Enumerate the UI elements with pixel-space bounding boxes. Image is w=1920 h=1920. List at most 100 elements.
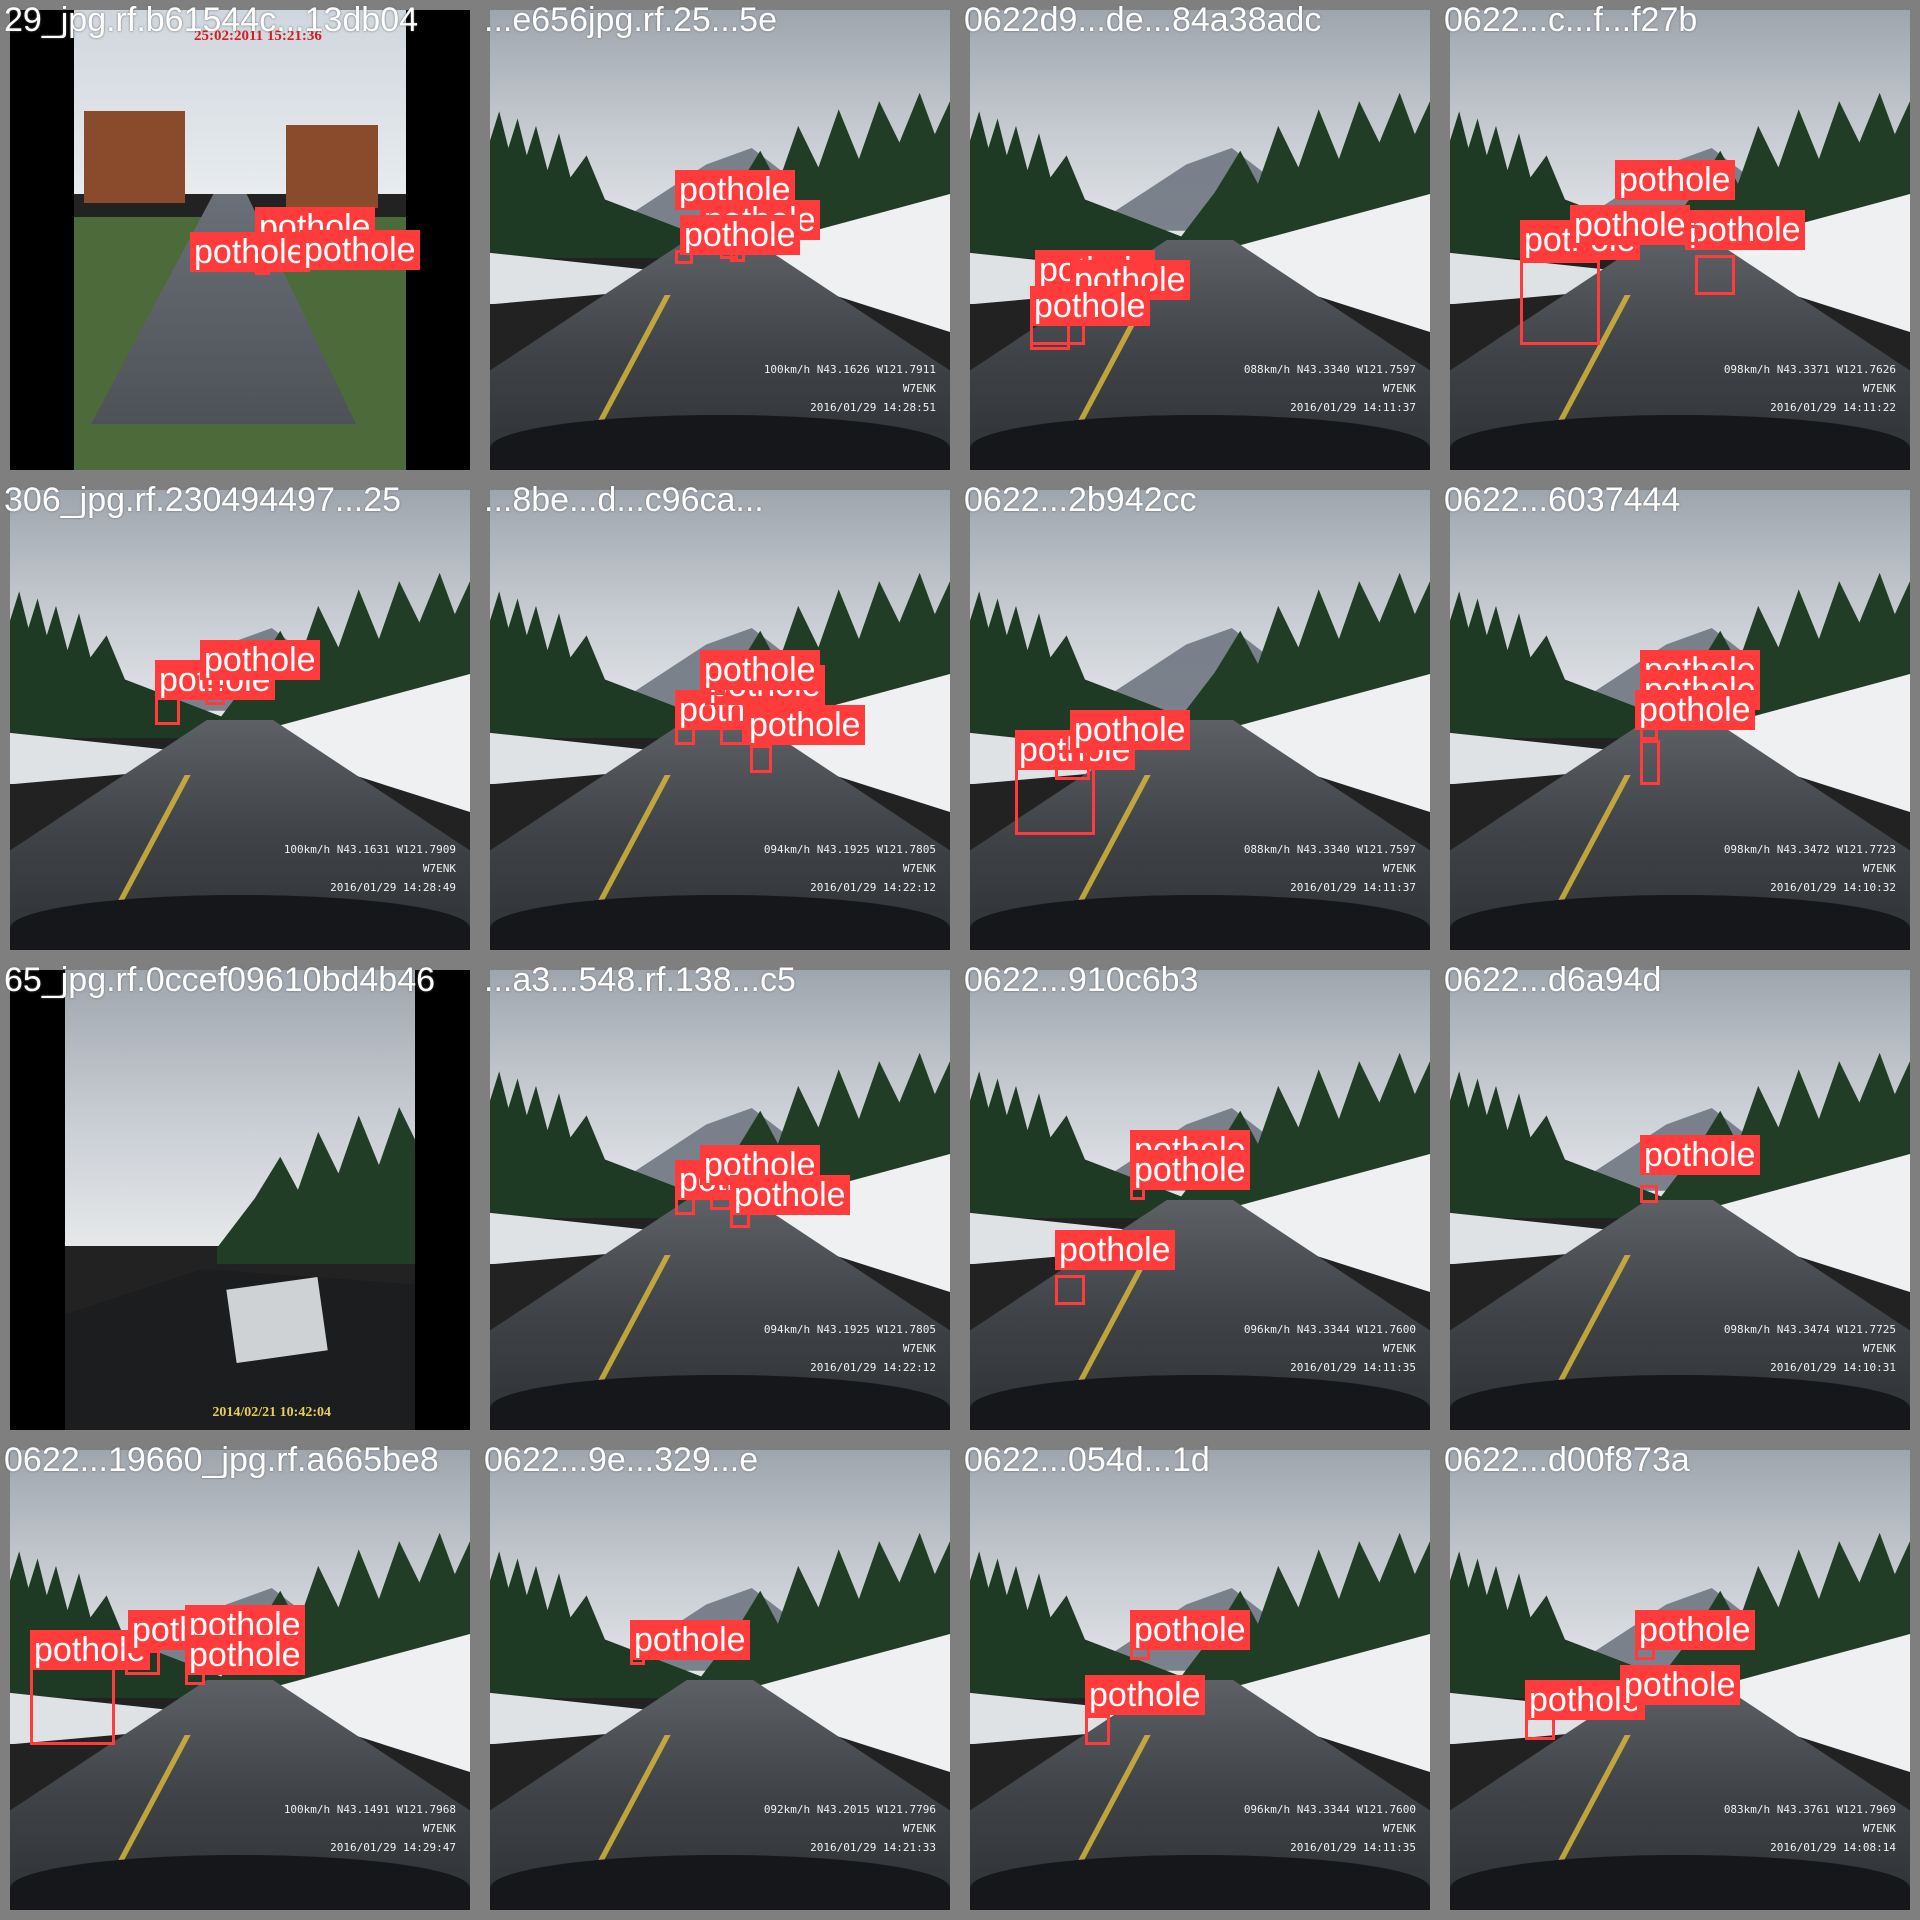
overlay-line: 2016/01/29 14:08:14 bbox=[1770, 1840, 1896, 1854]
overlay-line: W7ENK bbox=[1382, 861, 1416, 875]
overlay-line: 098km/h N43.3474 W121.7725 bbox=[1723, 1322, 1896, 1336]
overlay-line: W7ENK bbox=[1382, 1341, 1416, 1355]
dashcam-photo: 100km/h N43.1626 W121.7911 W7ENK 2016/01/2… bbox=[490, 10, 950, 470]
overlay-line: W7ENK bbox=[1862, 1821, 1896, 1835]
filename-label: 0622d9...de...84a38adc bbox=[964, 1, 1322, 39]
dashcam-photo: 094km/h N43.1925 W121.7805 W7ENK 2016/01/2… bbox=[490, 490, 950, 950]
filename-label: 0622...910c6b3 bbox=[964, 961, 1199, 999]
dashcam-overlay: 088km/h N43.3340 W121.7597 W7ENK 2016/01/2… bbox=[1244, 840, 1416, 897]
overlay-line: 2016/01/29 14:11:37 bbox=[1290, 880, 1416, 894]
dashcam-overlay: 100km/h N43.1491 W121.7968 W7ENK 2016/01/2… bbox=[284, 1800, 456, 1857]
dashcam-overlay: 094km/h N43.1925 W121.7805 W7ENK 2016/01/2… bbox=[764, 1320, 936, 1377]
detection-label: pothole bbox=[1130, 1150, 1250, 1190]
filename-label: 0622...d6a94d bbox=[1444, 961, 1662, 999]
overlay-line: W7ENK bbox=[902, 381, 936, 395]
detection-label: pothole bbox=[185, 1635, 305, 1675]
detection-label: pothole bbox=[630, 1620, 750, 1660]
detection-box bbox=[125, 1650, 160, 1675]
dashcam-photo: 083km/h N43.3761 W121.7969 W7ENK 2016/01/2… bbox=[1450, 1450, 1910, 1910]
dashcam-overlay: 098km/h N43.3474 W121.7725 W7ENK 2016/01/2… bbox=[1724, 1320, 1896, 1377]
overlay-line: 2016/01/29 14:11:22 bbox=[1770, 400, 1896, 414]
detection-label: pothole bbox=[1635, 1610, 1755, 1650]
overlay-line: 100km/h N43.1626 W121.7911 bbox=[763, 362, 936, 376]
detection-box bbox=[710, 1190, 732, 1210]
overlay-line: 2016/01/29 14:11:37 bbox=[1290, 400, 1416, 414]
image-tile: 094km/h N43.1925 W121.7805 W7ENK 2016/01/2… bbox=[480, 960, 960, 1440]
dashcam-photo: 100km/h N43.1491 W121.7968 W7ENK 2016/01/2… bbox=[10, 1450, 470, 1910]
dashcam-overlay: 092km/h N43.2015 W121.7796 W7ENK 2016/01/2… bbox=[764, 1800, 936, 1857]
detection-box bbox=[205, 685, 225, 705]
overlay-line: W7ENK bbox=[1862, 1341, 1896, 1355]
filename-label: ...a3...548.rf.138...c5 bbox=[484, 961, 796, 999]
dashboard bbox=[1450, 894, 1910, 950]
overlay-line: 2016/01/29 14:10:32 bbox=[1770, 880, 1896, 894]
filename-label: 0622...19660_jpg.rf.a665be8 bbox=[4, 1441, 439, 1479]
overlay-line: 2016/01/29 14:22:12 bbox=[810, 1360, 936, 1374]
image-tile: 094km/h N43.1925 W121.7805 W7ENK 2016/01/2… bbox=[480, 480, 960, 960]
dashboard bbox=[970, 894, 1430, 950]
detection-label: pothole bbox=[1615, 160, 1735, 200]
overlay-line: 083km/h N43.3761 W121.7969 bbox=[1723, 1802, 1896, 1816]
image-tile: 100km/h N43.1626 W121.7911 W7ENK 2016/01/2… bbox=[480, 0, 960, 480]
dashcam-overlay: 100km/h N43.1631 W121.7909 W7ENK 2016/01/2… bbox=[284, 840, 456, 897]
black-bar bbox=[10, 10, 75, 470]
detection-label: pothole bbox=[1640, 1135, 1760, 1175]
dashboard bbox=[970, 414, 1430, 470]
image-tile: 096km/h N43.3344 W121.7600 W7ENK 2016/01/2… bbox=[960, 960, 1440, 1440]
dashcam-overlay: 088km/h N43.3340 W121.7597 W7ENK 2016/01/2… bbox=[1244, 360, 1416, 417]
filename-label: 0622...2b942cc bbox=[964, 481, 1197, 519]
detection-box bbox=[720, 725, 745, 745]
overlay-line: 088km/h N43.3340 W121.7597 bbox=[1243, 842, 1416, 856]
image-tile: 088km/h N43.3340 W121.7597 W7ENK 2016/01/2… bbox=[960, 480, 1440, 960]
detection-label: pothole bbox=[730, 1175, 850, 1215]
dashcam-photo: 098km/h N43.3472 W121.7723 W7ENK 2016/01/2… bbox=[1450, 490, 1910, 950]
filename-label: 0622...6037444 bbox=[1444, 481, 1681, 519]
black-bar bbox=[414, 970, 470, 1430]
house bbox=[286, 125, 378, 208]
filename-label: 306_jpg.rf.230494497...25 bbox=[4, 481, 402, 519]
image-tile: 098km/h N43.3474 W121.7725 W7ENK 2016/01/2… bbox=[1440, 960, 1920, 1440]
image-tile: 2014/02/21 10:42:04 65_jpg.rf.0ccef09610b… bbox=[0, 960, 480, 1440]
overlay-line: W7ENK bbox=[1862, 861, 1896, 875]
detection-box bbox=[1640, 1185, 1658, 1203]
filename-label: 0622...054d...1d bbox=[964, 1441, 1210, 1479]
overlay-line: W7ENK bbox=[1382, 381, 1416, 395]
dashcam-photo: 2014/02/21 10:42:04 bbox=[10, 970, 470, 1430]
dashboard bbox=[490, 1374, 950, 1430]
dashboard bbox=[970, 1854, 1430, 1910]
dashcam-overlay: 100km/h N43.1626 W121.7911 W7ENK 2016/01/2… bbox=[764, 360, 936, 417]
dashboard bbox=[970, 1374, 1430, 1430]
detection-box bbox=[30, 1665, 115, 1745]
filename-label: 0622...d00f873a bbox=[1444, 1441, 1690, 1479]
dashboard bbox=[10, 894, 470, 950]
dashcam-photo: 098km/h N43.3371 W121.7626 W7ENK 2016/01/2… bbox=[1450, 10, 1910, 470]
dashboard bbox=[490, 894, 950, 950]
detection-label: pothole bbox=[1685, 210, 1805, 250]
dashcam-photo: 094km/h N43.1925 W121.7805 W7ENK 2016/01/2… bbox=[490, 970, 950, 1430]
image-tile: 098km/h N43.3472 W121.7723 W7ENK 2016/01/2… bbox=[1440, 480, 1920, 960]
image-tile: 092km/h N43.2015 W121.7796 W7ENK 2016/01/2… bbox=[480, 1440, 960, 1920]
dashcam-photo: 100km/h N43.1631 W121.7909 W7ENK 2016/01/2… bbox=[10, 490, 470, 950]
image-tile: 088km/h N43.3340 W121.7597 W7ENK 2016/01/2… bbox=[960, 0, 1440, 480]
overlay-line: 094km/h N43.1925 W121.7805 bbox=[763, 1322, 936, 1336]
detection-label: pothole bbox=[680, 215, 800, 255]
detection-label: pothole bbox=[700, 650, 820, 690]
overlay-line: 088km/h N43.3340 W121.7597 bbox=[1243, 362, 1416, 376]
detection-box bbox=[1055, 1275, 1085, 1305]
filename-label: 29_jpg.rf.b61544c...13db04 bbox=[4, 1, 419, 39]
dashboard bbox=[490, 1854, 950, 1910]
dashboard bbox=[1450, 1374, 1910, 1430]
filename-label: 0622...c...f...f27b bbox=[1444, 1, 1698, 39]
overlay-line: 100km/h N43.1631 W121.7909 bbox=[283, 842, 456, 856]
detection-box bbox=[1055, 750, 1090, 780]
detection-label: pothole bbox=[190, 232, 310, 272]
image-tile: 100km/h N43.1491 W121.7968 W7ENK 2016/01/2… bbox=[0, 1440, 480, 1920]
overlay-line: 2016/01/29 14:22:12 bbox=[810, 880, 936, 894]
filename-label: 65_jpg.rf.0ccef09610bd4b46 bbox=[4, 961, 436, 999]
detection-box bbox=[750, 745, 772, 773]
overlay-line: 098km/h N43.3472 W121.7723 bbox=[1723, 842, 1896, 856]
black-bar bbox=[10, 970, 66, 1430]
dashcam-photo: 098km/h N43.3474 W121.7725 W7ENK 2016/01/2… bbox=[1450, 970, 1910, 1430]
dashcam-photo: 092km/h N43.2015 W121.7796 W7ENK 2016/01/2… bbox=[490, 1450, 950, 1910]
dashcam-overlay: 094km/h N43.1925 W121.7805 W7ENK 2016/01/2… bbox=[764, 840, 936, 897]
